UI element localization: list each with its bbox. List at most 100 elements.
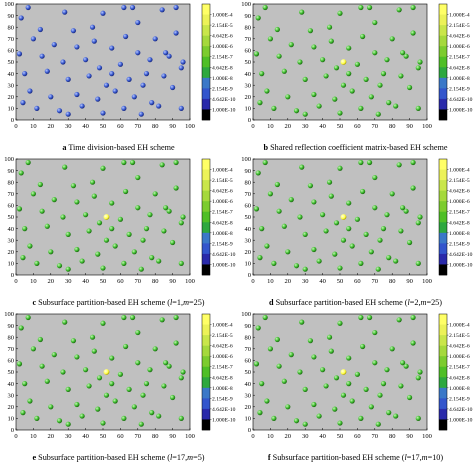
node-point: [346, 45, 352, 51]
node-point: [302, 386, 308, 392]
colorbar-segment: [202, 335, 210, 346]
colorbar-label: 1.000E-4: [449, 323, 470, 329]
panel-d: 0 10 20 30 40 50 60 70 80 90 100 0 10 20 30 40 50 60 70 80 9…: [237, 155, 474, 310]
panel-c: 0 10 20 30 40 50 60 70 80 90 100 0 10 20 30 40 50 60 70 80 9…: [0, 155, 237, 310]
node-point: [358, 260, 364, 266]
colorbar-segment: [202, 201, 210, 213]
node-point: [337, 420, 343, 426]
colorbar-label: 4.642E-8: [449, 375, 470, 381]
colorbar-segment: [439, 46, 447, 58]
node-point: [358, 105, 364, 111]
colorbar-segment: [439, 408, 447, 420]
y-tick-label: 20: [245, 249, 252, 256]
y-tick-label: 30: [8, 82, 15, 89]
colorbar-segment: [439, 25, 447, 36]
node-point: [65, 266, 71, 272]
y-tick-label: 40: [245, 71, 252, 78]
node-point: [340, 237, 347, 243]
node-point: [170, 84, 176, 91]
node-point: [129, 159, 136, 166]
node-point: [56, 263, 63, 269]
node-point: [135, 174, 141, 181]
y-tick-label: 10: [8, 416, 15, 423]
colorbar-frame: [201, 313, 211, 431]
node-point: [407, 84, 413, 91]
colorbar-label: 2.154E-5: [212, 178, 233, 184]
node-point: [22, 71, 28, 77]
y-tick-label: 20: [8, 404, 15, 411]
y-tick-label: 40: [245, 226, 252, 233]
node-point: [253, 51, 260, 57]
node-point: [48, 94, 54, 100]
caption-text: =1,: [172, 298, 184, 307]
colorbar-segment: [439, 35, 447, 47]
node-point: [126, 231, 132, 237]
node-point: [74, 91, 80, 98]
colorbar-label: 1.000E-10: [212, 107, 236, 113]
colorbar-label: 1.000E-6: [449, 354, 470, 360]
x-tick-label: 80: [389, 123, 396, 130]
y-tick-label: 100: [241, 156, 251, 163]
node-point: [100, 420, 106, 426]
y-tick-label: 90: [245, 13, 252, 20]
node-point: [363, 231, 369, 237]
node-point: [415, 260, 421, 266]
node-point: [400, 360, 406, 366]
x-tick-label: 40: [319, 433, 326, 440]
node-point: [346, 226, 352, 232]
node-point: [333, 65, 340, 71]
node-point: [166, 53, 172, 59]
x-tick-label: 50: [337, 123, 344, 130]
ris-point: [340, 59, 347, 65]
node-point: [166, 363, 172, 369]
colorbar-segment: [202, 253, 210, 265]
node-point: [386, 410, 392, 416]
colorbar-label: 4.642E-6: [212, 189, 233, 195]
node-point: [302, 76, 308, 82]
y-tick-label: 70: [245, 346, 252, 353]
node-point: [178, 415, 184, 421]
x-tick-label: 0: [14, 278, 17, 285]
ris-point: [103, 369, 110, 375]
node-point: [96, 375, 103, 381]
node-point: [91, 193, 97, 199]
node-point: [159, 317, 165, 323]
node-point: [326, 334, 333, 340]
x-tick-label: 100: [185, 123, 195, 130]
colorbar-label: 2.154E-7: [212, 55, 233, 61]
node-point: [407, 394, 413, 401]
node-point: [112, 88, 118, 94]
colorbar-segment: [439, 109, 447, 121]
y-tick-label: 50: [8, 369, 15, 376]
node-point: [333, 375, 340, 381]
node-point: [27, 243, 33, 249]
x-tick-label: 0: [14, 433, 17, 440]
x-tick-label: 90: [169, 433, 176, 440]
node-point: [311, 401, 317, 408]
node-point: [380, 226, 387, 232]
node-point: [65, 231, 71, 237]
node-point: [358, 415, 364, 421]
node-point: [349, 398, 355, 404]
colorbar-segment: [439, 190, 447, 202]
node-point: [255, 325, 261, 331]
x-tick-label: 30: [65, 433, 72, 440]
x-tick-label: 60: [354, 123, 361, 130]
plot-area: [15, 3, 191, 121]
node-point: [60, 369, 66, 375]
colorbar-segment: [439, 4, 447, 15]
y-tick-label: 30: [8, 392, 15, 399]
y-tick-label: 10: [245, 416, 252, 423]
node-point: [372, 19, 378, 26]
node-point: [83, 367, 89, 373]
node-point: [259, 381, 265, 387]
node-point: [302, 231, 308, 237]
node-point: [297, 369, 303, 375]
caption-text: =2,: [409, 298, 421, 307]
node-point: [178, 220, 184, 226]
x-tick-label: 70: [372, 433, 379, 440]
node-point: [91, 348, 97, 354]
colorbar-segment: [202, 232, 210, 244]
node-point: [375, 421, 381, 427]
node-point: [30, 346, 36, 352]
